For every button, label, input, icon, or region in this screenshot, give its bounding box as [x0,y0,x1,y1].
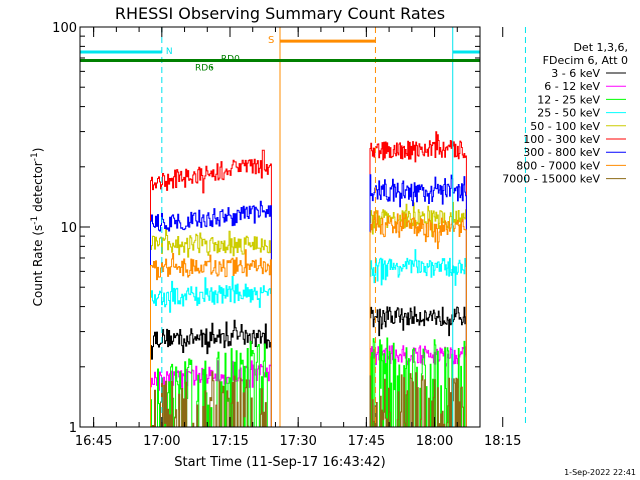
y-tick-label: 1 [69,421,77,436]
legend-header-line: FDecim 6, Att 0 [543,54,628,67]
series-trace [369,249,467,427]
series-800-7000keV [150,210,467,427]
series-trace [150,340,272,428]
series-trace [369,210,467,427]
legend-label: 300 - 800 keV [523,146,600,159]
decimation-label: RD6 [195,63,214,73]
chart-title: RHESSI Observing Summary Count Rates [115,4,445,23]
series-50-100keV [150,201,467,427]
y-axis-label-part: ) [31,148,45,153]
legend-entry: 7000 - 15000 keV [502,173,626,186]
axis-layer: 1 10 100 16:45 17:00 17:15 17:30 17:45 18:00 18:1… [52,21,521,449]
y-tick-label: 10 [60,221,77,236]
x-axis-label: Start Time (11-Sep-17 16:43:42) [174,455,385,470]
legend-entry: 800 - 7000 keV [516,159,626,172]
series-trace [369,345,467,427]
series-trace [150,200,272,427]
decimation-marker [210,66,213,69]
legend-entry: 6 - 12 keV [544,80,626,93]
y-axis-label-part: Count Rate (s [31,225,45,307]
annotation-layer: N S RD6 RD0 [80,27,526,427]
series-trace [369,306,467,427]
series-300-800keV [150,174,467,427]
x-tick-label: 17:15 [211,434,248,449]
series-trace [369,131,467,427]
series-trace [150,371,272,428]
legend-entry: 100 - 300 keV [523,133,626,146]
series-trace [150,249,272,427]
series-trace [150,149,272,427]
series-trace [150,228,272,427]
legend-entry: 3 - 6 keV [551,67,626,80]
series-25-50keV [150,249,467,427]
legend-label: 25 - 50 keV [537,107,600,120]
footer-date: 1-Sep-2022 22:41 [564,468,636,477]
y-axis-label-superscript: -1 [30,216,40,225]
series-trace [150,276,272,427]
y-axis-label-superscript: -1 [30,152,40,161]
series-trace [369,201,467,427]
x-tick-label: 17:00 [143,434,180,449]
legend-label: 12 - 25 keV [537,93,600,106]
legend-entry: 25 - 50 keV [537,107,626,120]
x-tick-label: 17:30 [279,434,316,449]
saa-label: S [268,35,274,46]
series-100-300keV [150,131,467,427]
legend-header-line: Det 1,3,6, [573,41,628,54]
legend-entry: 12 - 25 keV [537,93,626,106]
y-axis-label: Count Rate (s-1 detector-1) [30,148,45,307]
decimation-label: RD0 [221,54,240,64]
night-label: N [166,47,173,57]
x-tick-label: 16:45 [75,434,112,449]
y-tick-label: 100 [52,21,77,36]
legend-label: 100 - 300 keV [523,133,600,146]
y-axis-label-part: detector [31,161,45,216]
legend-entry: 50 - 100 keV [530,120,626,133]
legend-label: 800 - 7000 keV [516,159,600,172]
legend-label: 3 - 6 keV [551,67,600,80]
x-tick-label: 18:00 [416,434,453,449]
x-tick-label: 18:15 [484,434,521,449]
x-tick-label: 17:45 [348,434,385,449]
series-trace [369,174,467,427]
legend-entry: 300 - 800 keV [523,146,626,159]
legend-label: 7000 - 15000 keV [502,173,600,186]
legend-label: 6 - 12 keV [544,80,600,93]
legend-label: 50 - 100 keV [530,120,600,133]
